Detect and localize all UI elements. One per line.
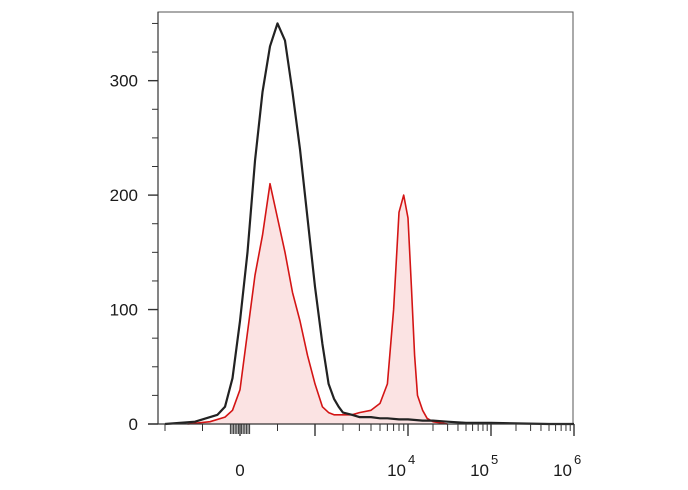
series-layer (164, 22, 574, 426)
y-tick-label: 200 (110, 186, 138, 205)
y-axis: 0 100 200 300 (110, 22, 158, 434)
y-tick-label: 0 (129, 415, 138, 434)
x-tick-label: 10 (470, 461, 489, 480)
plot-frame (157, 11, 574, 425)
series-line (164, 22, 574, 426)
x-tick-exponent: 5 (491, 452, 498, 467)
x-tick-exponent: 6 (574, 452, 581, 467)
x-tick-label: 0 (235, 461, 244, 480)
series-area (187, 183, 448, 424)
series-line (187, 182, 448, 425)
x-tick-label: 10 (387, 461, 406, 480)
y-tick-label: 300 (110, 72, 138, 91)
x-tick-label: 10 (553, 461, 572, 480)
x-tick-exponent: 4 (408, 452, 415, 467)
y-tick-label: 100 (110, 301, 138, 320)
